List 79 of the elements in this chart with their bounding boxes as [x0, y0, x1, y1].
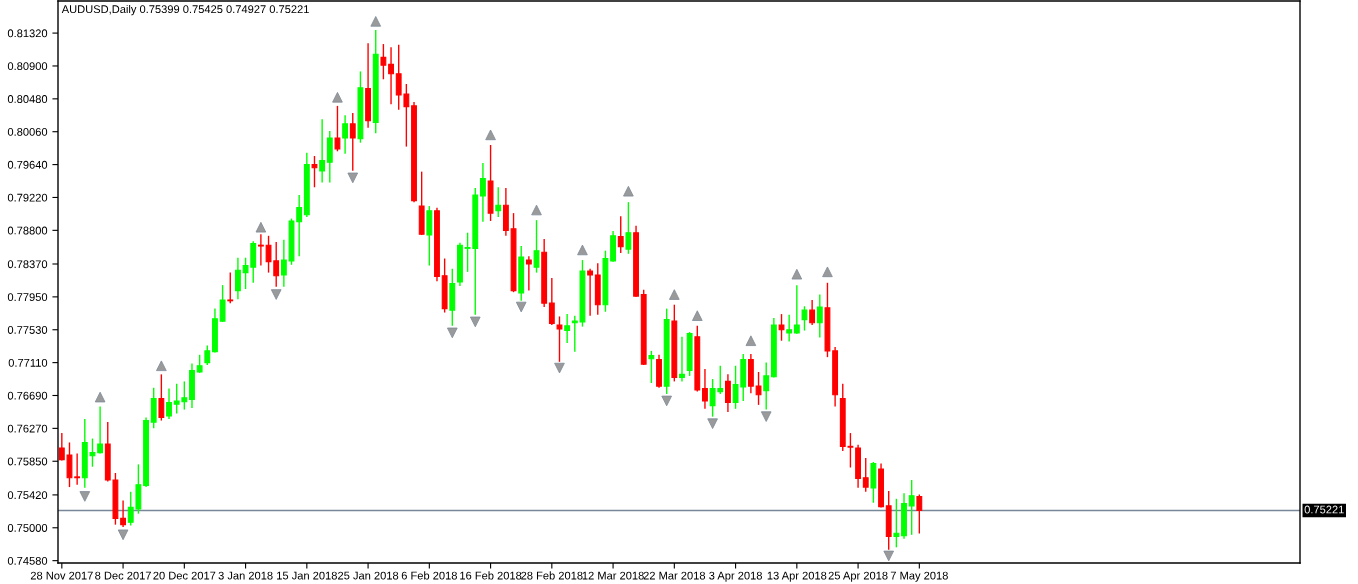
- candlestick: [763, 361, 770, 411]
- candlestick: [158, 373, 165, 422]
- y-tick-label: 0.79640: [7, 160, 48, 169]
- y-tick-label: 0.75000: [7, 524, 48, 532]
- y-tick-label: 0.78370: [7, 260, 48, 269]
- candlestick: [234, 257, 241, 300]
- candlestick: [793, 284, 800, 335]
- candlestick: [525, 255, 532, 292]
- candlestick: [778, 313, 785, 342]
- candlestick: [495, 186, 502, 218]
- x-tick-label: 15 Jan 2018: [277, 571, 337, 580]
- x-tick-label: 16 Feb 2018: [460, 571, 522, 580]
- y-tick-label: 0.75420: [7, 491, 48, 500]
- x-tick-label: 7 May 2018: [890, 571, 948, 582]
- x-tick-label: 8 Dec 2017: [95, 571, 151, 580]
- x-tick-label: 12 Mar 2018: [582, 571, 644, 580]
- x-tick-label: 25 Jan 2018: [338, 571, 399, 580]
- candlestick: [809, 299, 816, 326]
- candlestick: [257, 233, 264, 267]
- candlestick: [227, 271, 234, 304]
- candlestick: [319, 118, 326, 184]
- candlestick: [625, 201, 632, 255]
- y-tick-label: 0.79220: [7, 193, 48, 202]
- x-tick-label: 3 Jan 2018: [218, 571, 273, 580]
- candlestick: [755, 371, 762, 406]
- ref-line-label: 0.75221: [1304, 505, 1344, 514]
- candlestick: [862, 457, 869, 493]
- candlestick: [679, 336, 685, 383]
- candlestick: [786, 314, 793, 343]
- candlestick: [916, 493, 923, 535]
- y-tick-label: 0.76690: [7, 391, 48, 400]
- y-tick-label: 0.77530: [7, 326, 48, 334]
- point: [692, 310, 703, 321]
- x-tick-label: 22 Mar 2018: [643, 571, 706, 580]
- y-tick-label: 0.75850: [7, 457, 48, 466]
- candlestick: [166, 387, 172, 420]
- candlestick: [648, 350, 655, 384]
- y-tick-label: 0.77110: [8, 358, 48, 367]
- candlestick: [702, 368, 708, 410]
- candlestick: [556, 315, 563, 363]
- x-tick-label: 28 Feb 2018: [521, 571, 583, 580]
- y-tick-label: 0.80060: [7, 127, 48, 136]
- y-tick-label: 0.80480: [7, 95, 48, 103]
- candlestick: [479, 162, 486, 223]
- candlestick: [564, 313, 571, 344]
- candlestick: [388, 46, 394, 106]
- candlestick: [617, 215, 624, 254]
- candlestick: [816, 293, 823, 339]
- candlestick: [380, 43, 387, 80]
- candlestick: [587, 267, 594, 317]
- candlestick: [533, 219, 540, 274]
- candlestick: [349, 112, 356, 172]
- x-tick-label: 28 Nov 2017: [30, 571, 93, 580]
- candlestick: [311, 155, 318, 188]
- candlestick: [548, 277, 555, 326]
- candlestick: [342, 114, 349, 155]
- x-tick-label: 25 Apr 2018: [828, 571, 888, 582]
- x-tick-label: 20 Dec 2017: [153, 571, 216, 580]
- y-tick-label: 0.78800: [7, 226, 48, 235]
- candlestick: [724, 373, 731, 413]
- candlestick: [893, 498, 900, 549]
- candlestick: [219, 284, 226, 323]
- candlestick: [908, 479, 915, 536]
- y-tick-label: 0.81320: [7, 29, 48, 38]
- candlestick: [204, 344, 211, 366]
- x-tick-label: 13 Apr 2018: [767, 571, 827, 582]
- candlestick: [334, 105, 341, 152]
- candlestick: [97, 405, 104, 455]
- candlestick: [150, 386, 157, 430]
- candlestick: [196, 354, 203, 374]
- chart-title: AUDUSD,Daily 0.75399 0.75425 0.74927 0.75221: [61, 4, 309, 16]
- candlestick: [120, 499, 127, 528]
- x-tick-label: 3 Apr 2018: [709, 571, 762, 582]
- y-tick-label: 0.76270: [7, 424, 48, 433]
- y-tick-label: 0.77950: [7, 293, 48, 302]
- candlestick: [801, 305, 808, 332]
- y-tick-label: 0.80900: [7, 62, 48, 71]
- x-tick-label: 6 Feb 2018: [401, 571, 457, 580]
- y-tick-label: 0.74580: [7, 556, 48, 565]
